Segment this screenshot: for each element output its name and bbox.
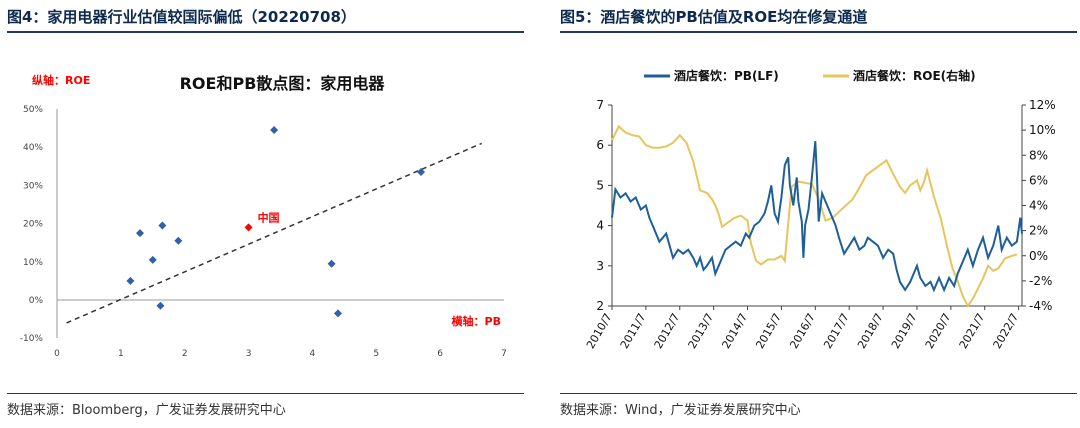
y-tick-label-right: 4% [1029,199,1048,213]
x-tick-label: 1 [118,349,124,359]
figure-title: 图4：家用电器行业估值较国际偏低（20220708） [7,8,356,26]
figure-4-panel: 图4：家用电器行业估值较国际偏低（20220708） 纵轴：ROE ROE和PB… [7,0,524,428]
y-tick-label: 0% [29,296,44,306]
y-tick-label: 50% [23,105,43,115]
scatter-point [416,168,425,177]
y-tick-label-right: -2% [1029,274,1052,288]
title-rule [7,31,524,33]
scatter-point [270,126,279,135]
legend: 酒店餐饮：PB(LF) 酒店餐饮：ROE(右轴) [644,68,976,83]
x-tick-label: 2021/7 [957,311,988,351]
figure-title: 图5：酒店餐饮的PB估值及ROE均在修复通道 [560,8,868,26]
legend-label-roe: 酒店餐饮：ROE(右轴) [853,68,976,83]
x-tick-label: 2 [182,349,188,359]
scatter-point [327,259,336,268]
xlabel: 横轴：PB [452,314,501,328]
x-tick-label: 2016/7 [787,311,818,351]
x-tick-label: 6 [437,349,443,359]
y-tick-label-left: 4 [596,219,604,233]
scatter-point [158,221,167,230]
x-tick-label: 0 [54,349,60,359]
trend-line [66,142,482,324]
x-tick-label: 2012/7 [652,311,683,351]
x-tick-label: 2019/7 [889,311,920,351]
y-tick-label-left: 5 [596,178,604,192]
y-tick-label-left: 7 [596,98,604,112]
x-tick-label: 2011/7 [618,311,649,351]
scatter-chart: 纵轴：ROE ROE和PB散点图：家用电器 横轴：PB -10% 0% 10% 20%… [20,73,507,359]
highlight-point-china [244,223,253,232]
x-tick-label: 2020/7 [923,311,954,351]
y-tick-label: -10% [20,334,44,344]
series-line-pb [611,141,1023,293]
x-tick-label: 2017/7 [821,311,852,351]
y-tick-label: 10% [23,258,43,268]
ylabel: 纵轴：ROE [32,73,90,87]
y-tick-label: 30% [23,181,43,191]
chart-title: ROE和PB散点图：家用电器 [180,74,386,93]
scatter-point [333,309,342,318]
x-tick-label: 3 [246,349,252,359]
scatter-point [136,229,145,238]
scatter-point [148,255,157,264]
y-tick-label-right: 2% [1029,224,1048,238]
x-tick-label: 7 [501,349,507,359]
y-tick-label-right: 6% [1029,173,1048,187]
y-tick-label-right: 12% [1029,98,1056,112]
highlight-label: 中国 [258,210,280,224]
y-tick-label-left: 3 [596,259,604,273]
legend-label-pb: 酒店餐饮：PB(LF) [674,68,779,83]
x-tick-label: 4 [310,349,316,359]
x-tick-label: 2014/7 [720,311,751,351]
x-tick-label: 2013/7 [686,311,717,351]
scatter-point [174,236,183,245]
y-tick-label-left: 6 [596,138,604,152]
scatter-point [156,301,165,310]
y-tick-label-right: 8% [1029,148,1048,162]
y-tick-label-right: 0% [1029,249,1048,263]
source-rule [560,393,1077,394]
y-tick-label-left: 2 [596,299,604,313]
y-tick-label: 40% [23,143,43,153]
source-rule [7,393,524,394]
x-tick-label: 5 [373,349,379,359]
x-tick-label: 2010/7 [584,311,615,351]
y-tick-label: 20% [23,220,43,230]
scatter-point [126,276,135,285]
y-tick-label-right: -4% [1029,299,1052,313]
source-note: 数据来源：Wind，广发证券发展研究中心 [560,403,801,418]
x-tick-label: 2018/7 [855,311,886,351]
x-tick-label: 2015/7 [753,311,784,351]
title-rule [560,31,1077,33]
figure-5-panel: 图5：酒店餐饮的PB估值及ROE均在修复通道 酒店餐饮：PB(LF) 酒店餐饮：… [560,0,1077,428]
x-tick-label: 2022/7 [991,311,1022,351]
y-tick-label-right: 10% [1029,123,1056,137]
source-note: 数据来源：Bloomberg，广发证券发展研究中心 [7,403,286,418]
line-chart: 酒店餐饮：PB(LF) 酒店餐饮：ROE(右轴) 2 3 4 5 6 7 -4% -2% 0%… [584,68,1056,351]
